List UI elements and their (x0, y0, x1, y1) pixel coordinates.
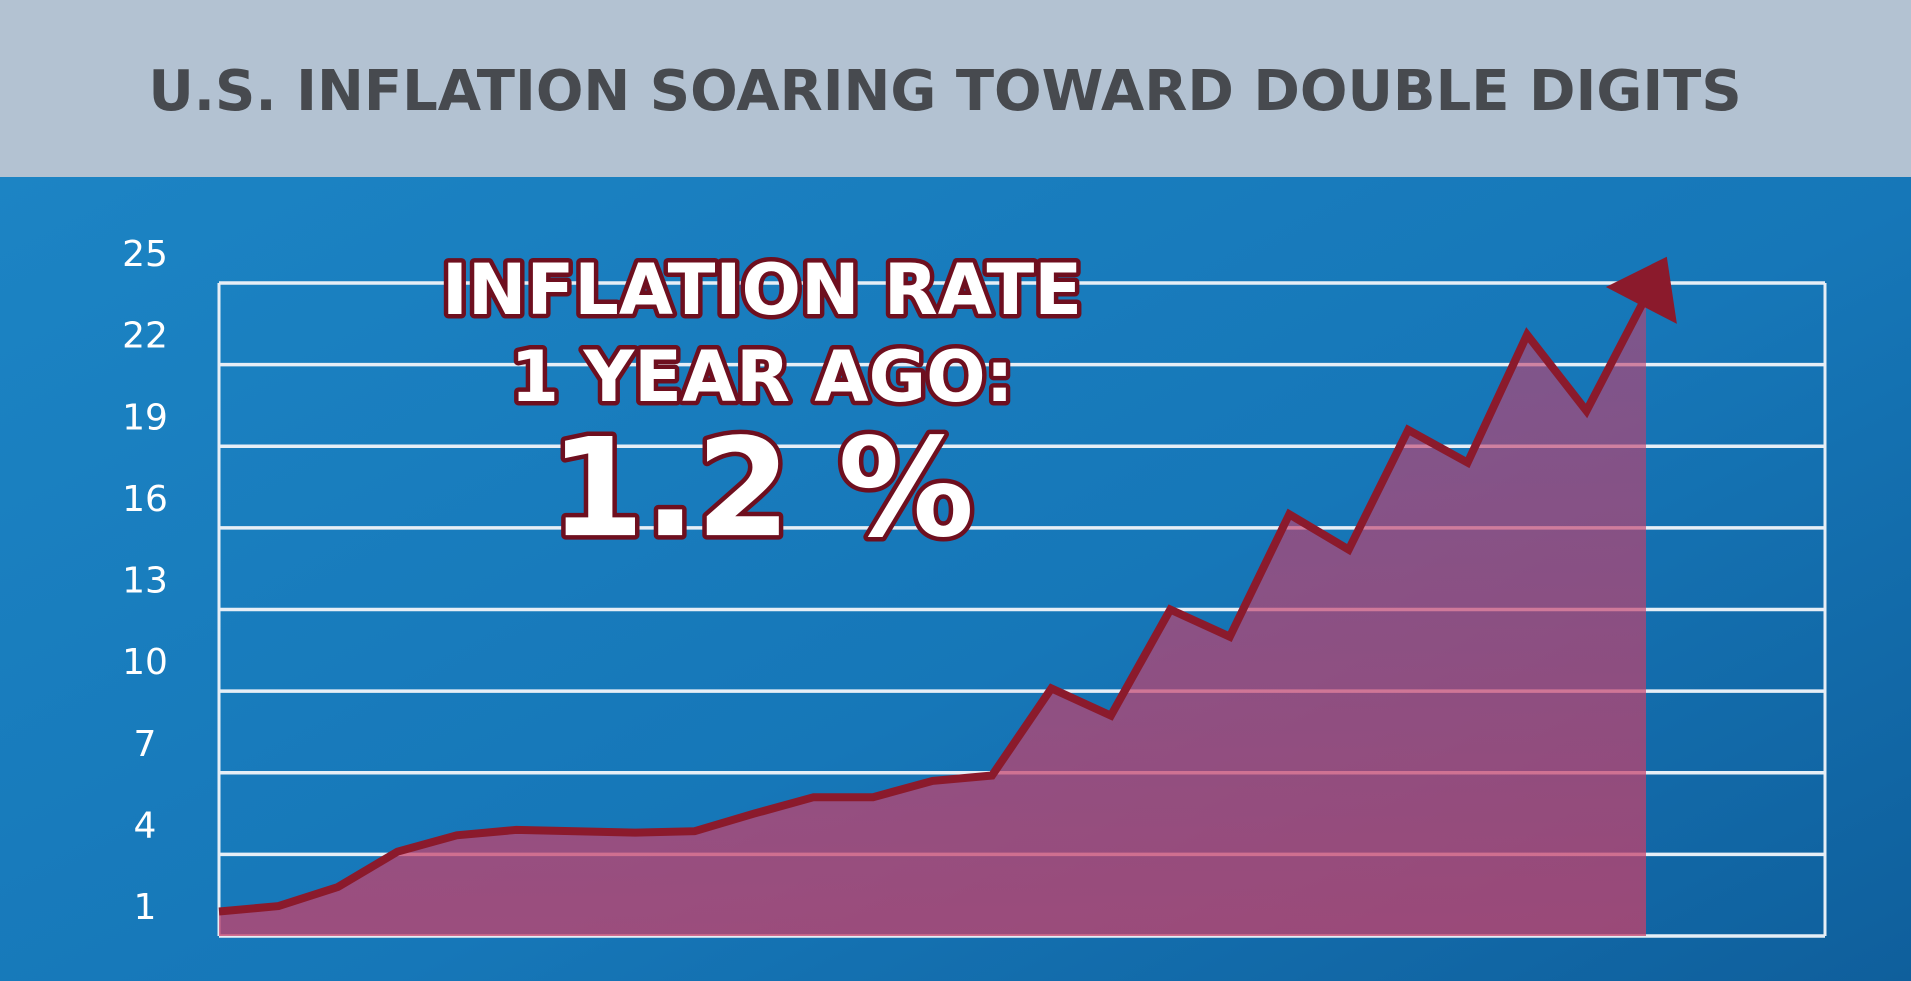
chart-title: U.S. INFLATION SOARING TOWARD DOUBLE DIG… (148, 59, 1741, 124)
annotation: 1 YEAR AGO: (510, 336, 1013, 418)
y-tick-label: 19 (122, 397, 168, 438)
area (219, 296, 1646, 937)
plot: 1 4 7 10 13 16 19 22 25 (122, 234, 1827, 938)
y-tick-label: 7 (134, 724, 157, 765)
y-tick-label: 1 (134, 887, 157, 928)
y-tick-label: 25 (122, 234, 168, 275)
y-tick-label: 10 (122, 642, 168, 683)
title-bar (0, 0, 1911, 177)
annotation: INFLATION RATE (442, 249, 1082, 331)
line (218, 294, 1650, 916)
arrowhead (1605, 256, 1677, 324)
y-tick-label: 22 (122, 316, 168, 357)
y-tick-label: 13 (122, 561, 168, 602)
annotation: 1.2 % (550, 410, 975, 568)
y-tick-label: 4 (134, 805, 157, 846)
y-tick-label: 16 (122, 479, 168, 520)
